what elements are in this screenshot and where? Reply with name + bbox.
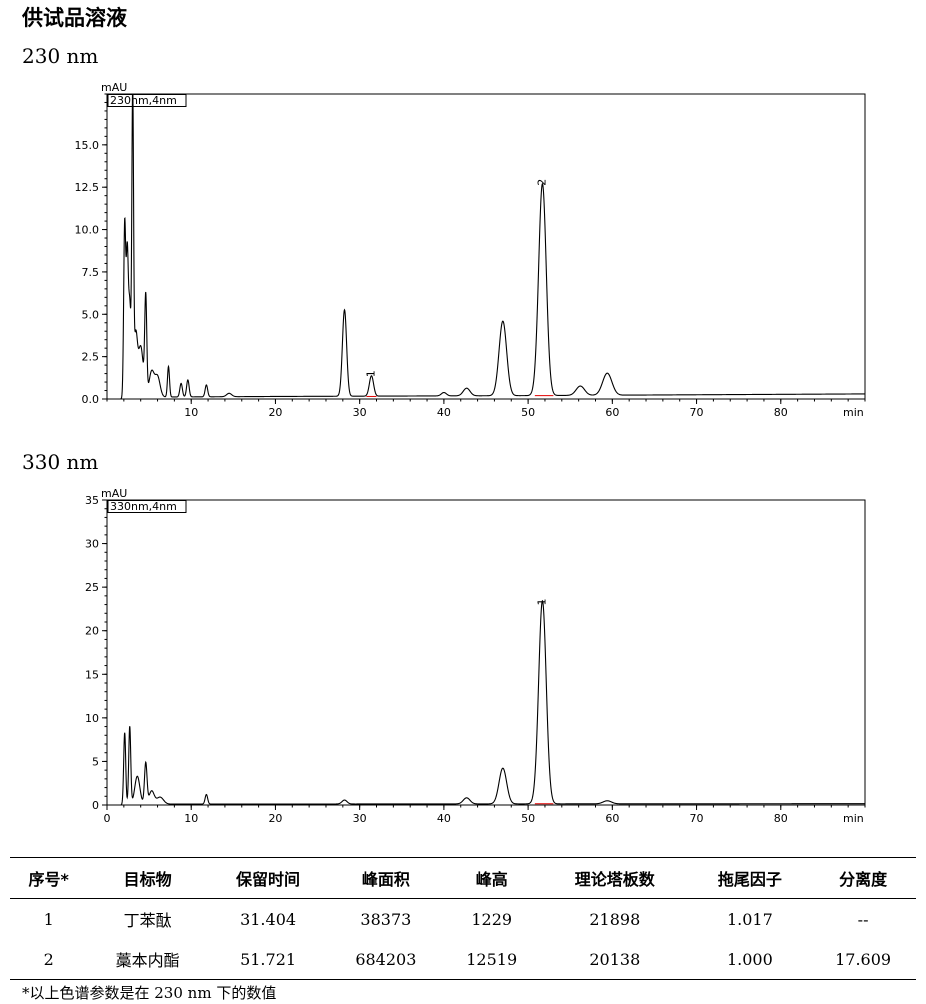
- table-row: 2 藁本内酯 51.721 684203 12519 20138 1.000 1…: [10, 939, 916, 980]
- table-cell: --: [857, 909, 869, 929]
- x-axis-unit: min: [843, 812, 864, 825]
- table-cell: 1.000: [689, 939, 811, 980]
- y-axis-unit: mAU: [101, 81, 127, 94]
- table-cell: 1.017: [726, 909, 773, 929]
- x-tick-label: 50: [521, 812, 535, 825]
- x-tick-label: 30: [353, 406, 367, 419]
- detector-legend: 230nm,4nm: [107, 94, 187, 107]
- table-header-row: 序号* 目标物 保留时间 峰面积 峰高 理论塔板数 拖尾因子 分离度: [10, 857, 916, 899]
- y-tick-label: 35: [85, 494, 99, 507]
- y-tick-label: 25: [85, 581, 99, 594]
- col-header-peak-height: 峰高: [443, 857, 540, 899]
- x-tick-label: 70: [690, 812, 704, 825]
- signal-trace: [107, 93, 865, 400]
- col-header-index: 序号*: [10, 857, 88, 899]
- y-tick-label: 30: [85, 538, 99, 551]
- plot-frame: [106, 499, 866, 806]
- table-cell: 684203: [328, 939, 444, 980]
- detector-legend-label: 330nm,4nm: [110, 500, 177, 513]
- x-tick-label: 10: [184, 406, 198, 419]
- table-row: 1 丁苯酞 31.404 38373 1229 21898 1.017 --: [10, 899, 916, 940]
- table-cell: 17.609: [810, 939, 916, 980]
- table-cell: 31.404: [240, 909, 297, 929]
- y-tick-label: 0: [92, 799, 99, 812]
- x-tick-label: 70: [690, 406, 704, 419]
- y-tick-label: 20: [85, 625, 99, 638]
- y-tick-label: 5.0: [82, 308, 100, 321]
- peak-label: 2: [535, 179, 548, 186]
- peak-label: 1: [535, 598, 548, 605]
- y-tick-label: 15.0: [75, 139, 100, 152]
- detector-legend-box: [107, 94, 187, 107]
- x-tick-label: 50: [521, 406, 535, 419]
- detector-legend-label: 230nm,4nm: [110, 94, 177, 107]
- y-tick-label: 15: [85, 668, 99, 681]
- table-cell: 丁苯酞: [123, 911, 172, 930]
- x-tick-label: 40: [437, 406, 451, 419]
- footnote: *以上色谱参数是在 230 nm 下的数值: [22, 984, 277, 1002]
- table-cell: 51.721: [207, 939, 329, 980]
- x-tick-label: 80: [774, 812, 788, 825]
- x-tick-label: 10: [184, 812, 198, 825]
- signal-trace: [107, 599, 865, 806]
- table-cell: 1: [43, 909, 54, 929]
- y-tick-label: 10.0: [75, 224, 100, 237]
- y-tick-label: 12.5: [75, 181, 100, 194]
- col-header-tailing: 拖尾因子: [689, 857, 811, 899]
- y-axis-unit: mAU: [101, 487, 127, 500]
- x-tick-label: 0: [104, 812, 111, 825]
- table-cell: 2: [10, 939, 88, 980]
- x-tick-label: 80: [774, 406, 788, 419]
- y-tick-label: 10: [85, 712, 99, 725]
- table-cell: 藁本内酯: [87, 939, 208, 980]
- x-tick-label: 30: [353, 812, 367, 825]
- chromatogram-330nm: 0 5 10 15 20 25 30 35 0 10 20 30 40 50 60 70 80 mAU min 330…: [85, 487, 866, 825]
- table-cell: 1229: [471, 909, 513, 929]
- col-header-target: 目标物: [87, 857, 208, 899]
- peak-label: 1: [364, 370, 377, 377]
- table-cell: 38373: [360, 909, 412, 929]
- chart-1-wavelength-label: 230 nm: [22, 44, 99, 68]
- col-header-peak-area: 峰面积: [328, 857, 444, 899]
- y-tick-label: 5: [92, 755, 99, 768]
- x-tick-label: 40: [437, 812, 451, 825]
- y-tick-label: 2.5: [82, 351, 100, 364]
- col-header-resolution: 分离度: [810, 857, 916, 899]
- page-title: 供试品溶液: [22, 5, 127, 30]
- plot-frame: [106, 93, 866, 400]
- detector-legend: 330nm,4nm: [107, 500, 187, 513]
- col-header-plates: 理论塔板数: [539, 857, 690, 899]
- x-tick-label: 60: [605, 406, 619, 419]
- y-tick-label: 0.0: [82, 393, 100, 406]
- table-cell: 12519: [443, 939, 540, 980]
- y-tick-label: 7.5: [82, 266, 100, 279]
- table-cell: 21898: [589, 909, 641, 929]
- results-table: 序号* 目标物 保留时间 峰面积 峰高 理论塔板数 拖尾因子 分离度 1 丁苯酞…: [10, 857, 916, 980]
- table-cell: 20138: [539, 939, 690, 980]
- x-axis-unit: min: [843, 406, 864, 419]
- x-tick-label: 20: [268, 406, 282, 419]
- detector-legend-box: [107, 500, 187, 513]
- col-header-retention-time: 保留时间: [207, 857, 329, 899]
- x-tick-label: 20: [268, 812, 282, 825]
- chromatogram-230nm: 0.0 2.5 5.0 7.5 10.0 12.5 15.0 10 20 30 40 50 60 70 80…: [75, 81, 866, 419]
- x-tick-label: 60: [605, 812, 619, 825]
- chart-2-wavelength-label: 330 nm: [22, 450, 99, 474]
